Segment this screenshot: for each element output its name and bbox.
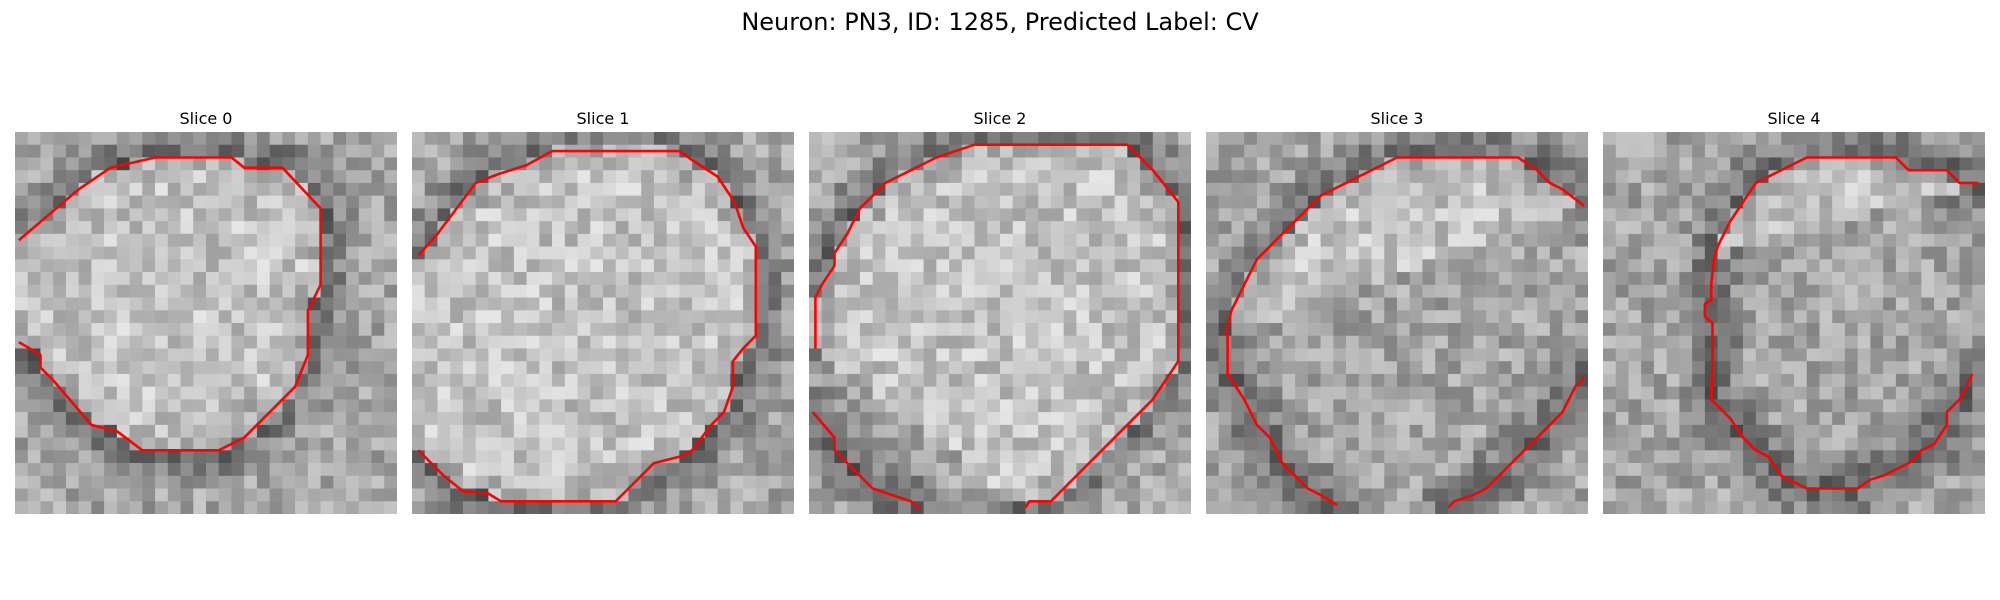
segmentation-contour — [814, 143, 1180, 509]
slice-image — [15, 132, 397, 514]
pixel-grid — [1603, 132, 1985, 514]
slice-panel-1: Slice 1 — [412, 108, 794, 514]
segmentation-contour — [1226, 335, 1338, 507]
segmentation-contour — [1223, 156, 1585, 337]
slice-image — [1206, 132, 1588, 514]
pixel-grid — [412, 132, 794, 514]
slice-panel-2: Slice 2 — [809, 108, 1191, 514]
figure-title: Neuron: PN3, ID: 1285, Predicted Label: … — [741, 8, 1259, 36]
slice-panel-0: Slice 0 — [15, 108, 397, 514]
slice-panel-3: Slice 3 — [1206, 108, 1588, 514]
slice-title: Slice 1 — [576, 109, 630, 128]
segmentation-contour — [811, 411, 921, 510]
pixel-grid — [809, 132, 1191, 514]
slice-title: Slice 2 — [973, 109, 1027, 128]
segmentation-contour — [17, 156, 322, 452]
slice-title: Slice 3 — [1370, 109, 1424, 128]
slice-panel-4: Slice 4 — [1603, 108, 1985, 514]
segmentation-contour — [1703, 259, 1974, 490]
segmentation-contour — [1712, 156, 1979, 260]
slice-image — [809, 132, 1191, 514]
slice-image — [1603, 132, 1985, 514]
segmentation-contour — [1446, 375, 1586, 509]
slice-title: Slice 4 — [1767, 109, 1821, 128]
segmentation-contour — [417, 149, 758, 503]
slice-image — [412, 132, 794, 514]
pixel-grid — [15, 132, 397, 514]
slice-title: Slice 0 — [179, 109, 233, 128]
pixel-grid — [1206, 132, 1588, 514]
